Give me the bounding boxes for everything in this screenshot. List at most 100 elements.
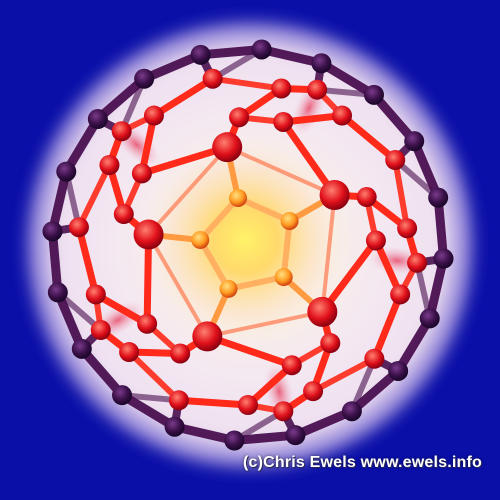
atom <box>191 230 210 249</box>
bond <box>409 136 443 203</box>
atom <box>341 401 362 422</box>
bond <box>93 74 149 124</box>
atom <box>385 150 406 170</box>
atom <box>238 395 258 415</box>
atom <box>137 313 158 334</box>
bond <box>393 313 435 376</box>
bond <box>205 309 325 339</box>
bond <box>225 145 337 197</box>
bond <box>280 218 293 281</box>
atom <box>99 155 120 175</box>
atom <box>271 78 292 99</box>
bond <box>75 162 113 231</box>
bond <box>75 223 100 298</box>
atom <box>119 342 140 363</box>
atom <box>365 230 386 251</box>
atom <box>47 282 68 303</box>
atom <box>71 338 92 359</box>
atom <box>407 252 428 273</box>
atom <box>56 161 77 182</box>
atom <box>307 79 328 100</box>
atom <box>363 84 384 105</box>
atom <box>251 39 272 60</box>
atom <box>190 44 211 65</box>
bond <box>290 406 357 440</box>
atom <box>307 296 338 327</box>
bond <box>117 390 180 432</box>
atom <box>356 187 377 208</box>
bond <box>338 112 399 164</box>
atom <box>404 131 425 152</box>
bond <box>150 75 217 120</box>
back-atoms <box>42 39 454 451</box>
atom <box>229 107 250 128</box>
bond <box>197 195 242 243</box>
atom <box>224 430 245 451</box>
bond <box>77 344 127 400</box>
bond <box>369 90 419 146</box>
bond <box>235 195 293 224</box>
atom <box>332 105 353 126</box>
atom <box>229 189 248 208</box>
bond <box>316 58 379 100</box>
atom <box>42 221 63 242</box>
atom <box>397 218 418 239</box>
atom <box>90 320 111 340</box>
bond <box>175 396 252 409</box>
bond <box>320 193 337 314</box>
atom <box>113 204 134 225</box>
atom <box>273 111 294 132</box>
atom <box>85 284 106 305</box>
bond <box>146 232 210 339</box>
front-atoms <box>68 68 428 422</box>
bond <box>257 44 326 68</box>
bond <box>126 349 182 404</box>
atom <box>131 163 152 184</box>
atom <box>285 425 306 446</box>
atom <box>212 132 243 163</box>
atom <box>170 343 191 364</box>
copyright-credit: (c)Chris Ewels www.ewels.info <box>242 454 482 471</box>
bond <box>47 226 63 297</box>
atom <box>143 105 164 126</box>
atom <box>281 355 302 376</box>
atom <box>303 381 324 402</box>
atom <box>419 308 440 329</box>
atom <box>428 187 449 208</box>
atom <box>388 360 409 381</box>
atom <box>219 279 238 298</box>
atom <box>133 219 164 250</box>
bond <box>425 254 449 323</box>
bond <box>225 274 287 292</box>
atom <box>320 333 341 354</box>
atom <box>112 385 133 406</box>
bond <box>209 75 285 92</box>
atom <box>164 416 185 437</box>
atom <box>111 121 132 142</box>
bond <box>47 167 71 236</box>
bond <box>347 366 403 416</box>
atom <box>168 390 189 411</box>
bond <box>61 114 103 177</box>
bond <box>392 157 411 232</box>
atom <box>87 109 108 130</box>
bond <box>196 44 267 60</box>
atom <box>273 401 294 422</box>
atom <box>364 348 385 369</box>
bond <box>170 422 239 446</box>
atom <box>319 180 350 210</box>
bond <box>229 430 300 446</box>
atom <box>68 217 89 238</box>
bond <box>370 290 404 363</box>
atom <box>202 68 223 89</box>
bond <box>53 287 87 354</box>
bond <box>197 236 232 292</box>
atom <box>280 212 299 230</box>
atom <box>274 268 293 287</box>
atom <box>192 321 223 352</box>
bond <box>146 145 230 237</box>
atom <box>134 68 155 89</box>
atom <box>390 284 411 305</box>
